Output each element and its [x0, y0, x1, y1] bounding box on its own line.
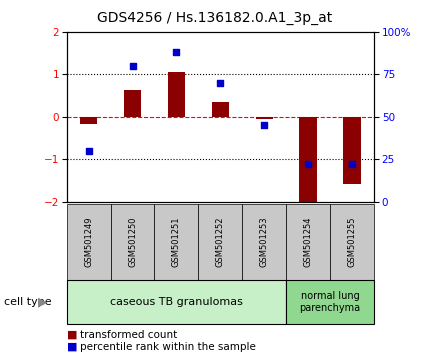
Bar [343, 117, 361, 184]
Text: GSM501253: GSM501253 [260, 216, 269, 267]
Point [129, 63, 136, 69]
Text: ■: ■ [67, 342, 77, 352]
Text: GDS4256 / Hs.136182.0.A1_3p_at: GDS4256 / Hs.136182.0.A1_3p_at [97, 11, 333, 25]
Text: ■: ■ [67, 330, 77, 339]
Point [85, 148, 92, 154]
Text: percentile rank within the sample: percentile rank within the sample [80, 342, 255, 352]
Text: cell type: cell type [4, 297, 52, 307]
Bar [124, 91, 141, 117]
Text: GSM501250: GSM501250 [128, 216, 137, 267]
Point [349, 161, 356, 167]
Bar [168, 72, 185, 117]
Text: GSM501255: GSM501255 [347, 216, 356, 267]
Text: transformed count: transformed count [80, 330, 177, 339]
Text: caseous TB granulomas: caseous TB granulomas [110, 297, 243, 307]
Bar [80, 117, 97, 125]
Bar [212, 102, 229, 117]
Text: GSM501251: GSM501251 [172, 216, 181, 267]
Point [217, 80, 224, 86]
Bar [299, 117, 317, 206]
Point [305, 161, 312, 167]
Bar [255, 117, 273, 119]
Text: GSM501252: GSM501252 [216, 216, 225, 267]
Point [261, 122, 268, 128]
Text: GSM501254: GSM501254 [304, 216, 313, 267]
Point [173, 50, 180, 55]
Text: normal lung
parenchyma: normal lung parenchyma [300, 291, 361, 313]
Text: GSM501249: GSM501249 [84, 216, 93, 267]
Text: ▶: ▶ [38, 295, 48, 308]
